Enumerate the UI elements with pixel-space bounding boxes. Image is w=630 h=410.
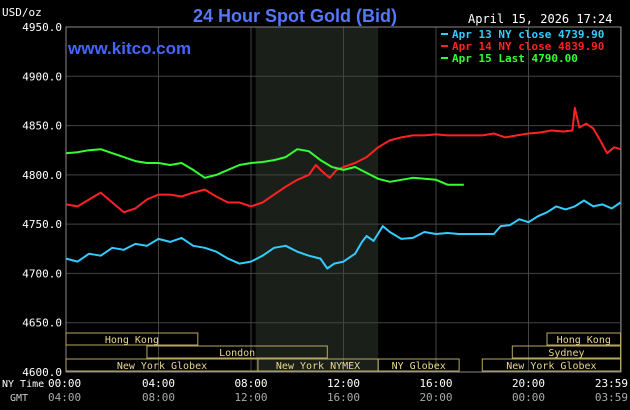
x-tick-label-ny: 04:00 bbox=[142, 377, 175, 390]
y-tick-label: 4600.0 bbox=[22, 366, 62, 379]
session-label: Sydney bbox=[548, 348, 584, 359]
x-axis-ticks: 00:0004:0004:0008:0008:0012:0012:0016:00… bbox=[48, 377, 628, 404]
x-tick-label-gmt: 04:00 bbox=[48, 391, 81, 404]
x-tick-label-gmt: 20:00 bbox=[419, 391, 452, 404]
x-axis-ny-time-label: NY Time bbox=[2, 379, 44, 390]
y-tick-label: 4900.0 bbox=[22, 70, 62, 83]
session-label: NY Globex bbox=[392, 361, 446, 372]
x-tick-label-ny: 00:00 bbox=[48, 377, 81, 390]
session-box bbox=[481, 358, 622, 372]
series-lines bbox=[65, 106, 622, 270]
session-label: New York Globex bbox=[117, 361, 207, 372]
session-label: New York Globex bbox=[506, 361, 596, 372]
y-tick-label: 4800.0 bbox=[22, 169, 62, 182]
x-tick-label-gmt: 12:00 bbox=[234, 391, 267, 404]
y-tick-label: 4850.0 bbox=[22, 120, 62, 133]
series-line bbox=[65, 199, 622, 270]
x-tick-label-gmt: 03:59 bbox=[595, 391, 628, 404]
x-tick-label-ny: 16:00 bbox=[419, 377, 452, 390]
session-box bbox=[511, 345, 622, 359]
x-tick-label-ny: 20:00 bbox=[512, 377, 545, 390]
brand-url-link[interactable]: www.kitco.com bbox=[67, 39, 191, 58]
session-box bbox=[65, 332, 199, 346]
session-box bbox=[146, 345, 328, 359]
nymex-session-shade bbox=[255, 27, 379, 372]
session-label: London bbox=[219, 348, 255, 359]
chart-title: 24 Hour Spot Gold (Bid) bbox=[193, 6, 397, 26]
market-sessions: Hong Kong Hong Kong London Sydney New York G… bbox=[65, 332, 622, 372]
session-box bbox=[377, 358, 460, 372]
session-label: Hong Kong bbox=[105, 335, 159, 346]
x-tick-label-gmt: 16:00 bbox=[327, 391, 360, 404]
session-label: New York NYMEX bbox=[276, 361, 360, 372]
legend-entry: Apr 13 NY close 4739.90 bbox=[452, 28, 604, 41]
y-tick-label: 4950.0 bbox=[22, 21, 62, 34]
session-label: Hong Kong bbox=[557, 335, 611, 346]
session-box bbox=[546, 332, 622, 346]
legend-entry: Apr 14 NY close 4839.90 bbox=[452, 40, 604, 53]
y-tick-label: 4650.0 bbox=[22, 317, 62, 330]
series-line bbox=[65, 148, 464, 186]
x-tick-label-gmt: 08:00 bbox=[142, 391, 175, 404]
y-tick-label: 4700.0 bbox=[22, 267, 62, 280]
y-axis-ticks: 4950.0 4900.0 4850.0 4800.0 4750.0 4700.0 4650… bbox=[22, 21, 62, 379]
legend-entry: Apr 15 Last 4790.00 bbox=[452, 52, 578, 65]
x-axis-gmt-label: GMT bbox=[10, 393, 28, 404]
x-tick-label-ny: 08:00 bbox=[234, 377, 267, 390]
plot-frame bbox=[65, 26, 622, 373]
y-tick-label: 4750.0 bbox=[22, 218, 62, 231]
chart-timestamp: April 15, 2026 17:24 bbox=[468, 12, 613, 26]
y-axis-label: USD/oz bbox=[2, 6, 42, 19]
x-tick-label-gmt: 00:00 bbox=[512, 391, 545, 404]
series-line bbox=[65, 106, 621, 214]
x-tick-label-ny: 23:59 bbox=[595, 377, 628, 390]
x-tick-label-ny: 12:00 bbox=[327, 377, 360, 390]
